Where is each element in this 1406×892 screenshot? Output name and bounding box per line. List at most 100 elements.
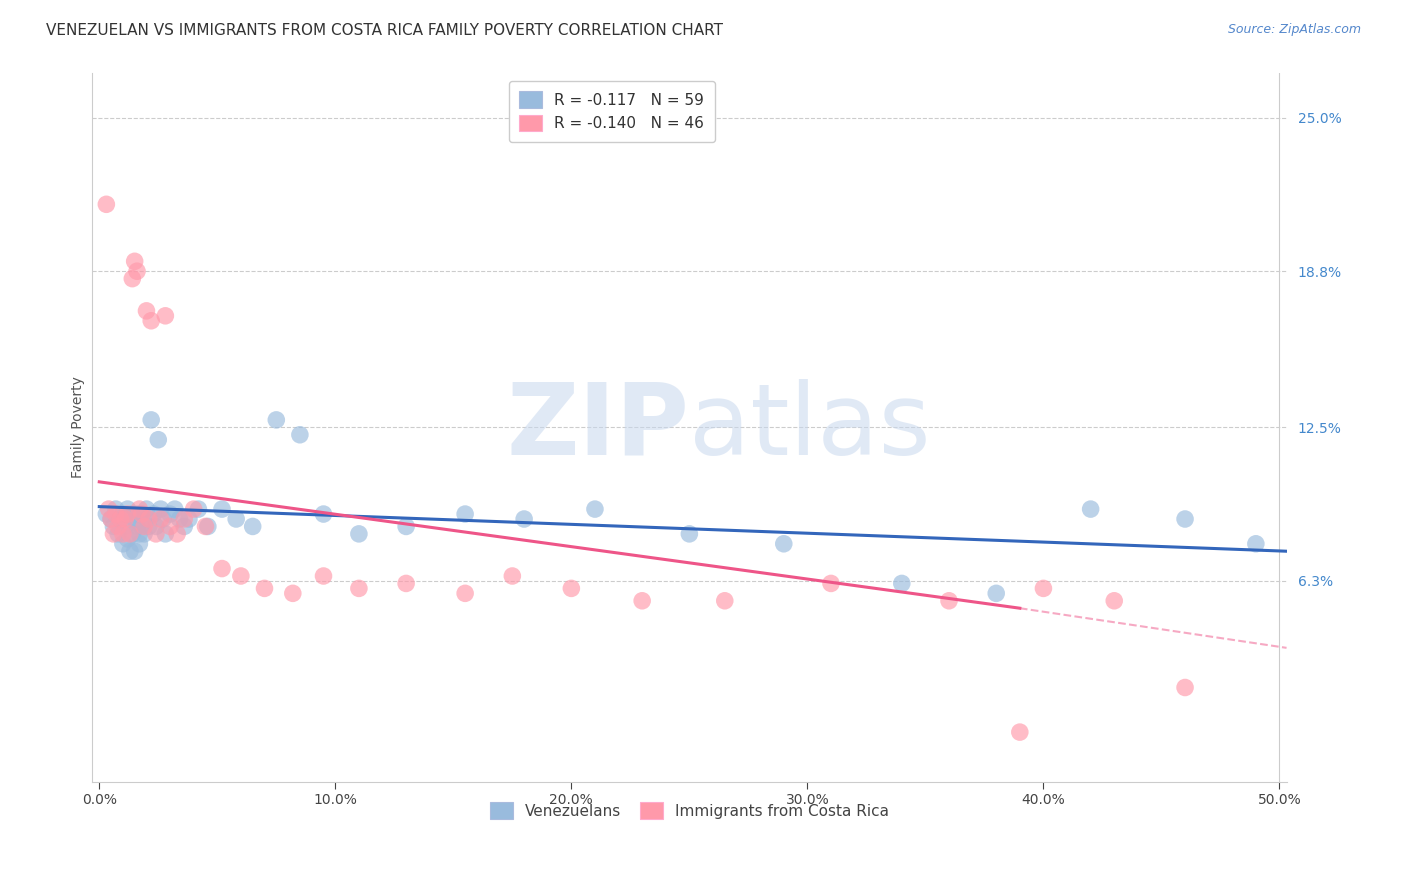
Point (312, 507, 335, 521)
Point (111, 507, 134, 521)
Point (169, 512, 191, 526)
Point (103, 527, 125, 541)
Point (117, 507, 139, 521)
Point (121, 271, 143, 285)
Point (281, 586, 304, 600)
Point (142, 507, 165, 521)
Point (1174, 512, 1197, 526)
Point (173, 519, 195, 533)
Point (152, 512, 174, 526)
Point (124, 512, 146, 526)
Point (1008, 725, 1031, 739)
Point (197, 519, 219, 533)
Point (986, 586, 1008, 600)
Point (187, 502, 209, 516)
Point (121, 527, 143, 541)
Point (148, 433, 170, 447)
Point (132, 519, 155, 533)
Point (96, 197, 118, 211)
Point (312, 569, 335, 583)
Point (159, 507, 181, 521)
Point (141, 314, 163, 328)
Point (678, 527, 700, 541)
Point (117, 532, 139, 546)
Point (118, 544, 141, 558)
Point (125, 507, 148, 521)
Point (132, 527, 155, 541)
Y-axis label: Family Poverty: Family Poverty (72, 376, 86, 478)
Point (225, 512, 247, 526)
Point (454, 507, 477, 521)
Point (772, 537, 794, 551)
Point (395, 519, 418, 533)
Point (820, 576, 842, 591)
Point (501, 569, 523, 583)
Point (1102, 594, 1125, 608)
Point (253, 582, 276, 596)
Point (103, 519, 125, 533)
Point (163, 502, 186, 516)
Point (128, 537, 150, 551)
Point (513, 512, 536, 526)
Point (229, 569, 252, 583)
Point (583, 502, 606, 516)
Point (104, 502, 127, 516)
Point (159, 519, 181, 533)
Point (155, 527, 177, 541)
Point (104, 507, 127, 521)
Point (118, 527, 141, 541)
Point (173, 512, 195, 526)
Point (1080, 502, 1102, 516)
Point (135, 502, 157, 516)
Point (100, 512, 122, 526)
Point (194, 519, 217, 533)
Point (114, 512, 136, 526)
Text: Source: ZipAtlas.com: Source: ZipAtlas.com (1227, 23, 1361, 37)
Point (138, 512, 160, 526)
Point (117, 502, 139, 516)
Point (1244, 537, 1267, 551)
Point (347, 582, 370, 596)
Point (149, 512, 172, 526)
Point (124, 544, 146, 558)
Point (1032, 582, 1054, 596)
Point (111, 537, 134, 551)
Point (242, 519, 264, 533)
Point (288, 427, 311, 442)
Point (155, 309, 177, 323)
Point (121, 507, 143, 521)
Point (166, 527, 188, 541)
Point (395, 576, 418, 591)
Legend: Venezuelans, Immigrants from Costa Rica: Venezuelans, Immigrants from Costa Rica (484, 797, 894, 825)
Point (118, 512, 141, 526)
Point (107, 527, 129, 541)
Text: VENEZUELAN VS IMMIGRANTS FROM COSTA RICA FAMILY POVERTY CORRELATION CHART: VENEZUELAN VS IMMIGRANTS FROM COSTA RICA… (46, 23, 724, 38)
Point (96, 507, 118, 521)
Point (145, 519, 167, 533)
Point (1174, 681, 1197, 695)
Point (211, 502, 233, 516)
Point (128, 527, 150, 541)
Point (890, 576, 912, 591)
Point (135, 303, 157, 318)
Point (938, 594, 960, 608)
Point (125, 264, 148, 278)
Point (149, 502, 172, 516)
Point (110, 512, 132, 526)
Point (631, 594, 654, 608)
Point (347, 527, 370, 541)
Point (107, 519, 129, 533)
Point (131, 507, 153, 521)
Point (131, 507, 153, 521)
Point (135, 512, 157, 526)
Point (560, 582, 582, 596)
Point (138, 519, 160, 533)
Point (97, 502, 120, 516)
Point (100, 512, 122, 526)
Point (110, 512, 132, 526)
Point (211, 561, 233, 575)
Point (713, 594, 735, 608)
Text: ZIP: ZIP (506, 379, 689, 475)
Point (124, 254, 146, 268)
Point (454, 586, 477, 600)
